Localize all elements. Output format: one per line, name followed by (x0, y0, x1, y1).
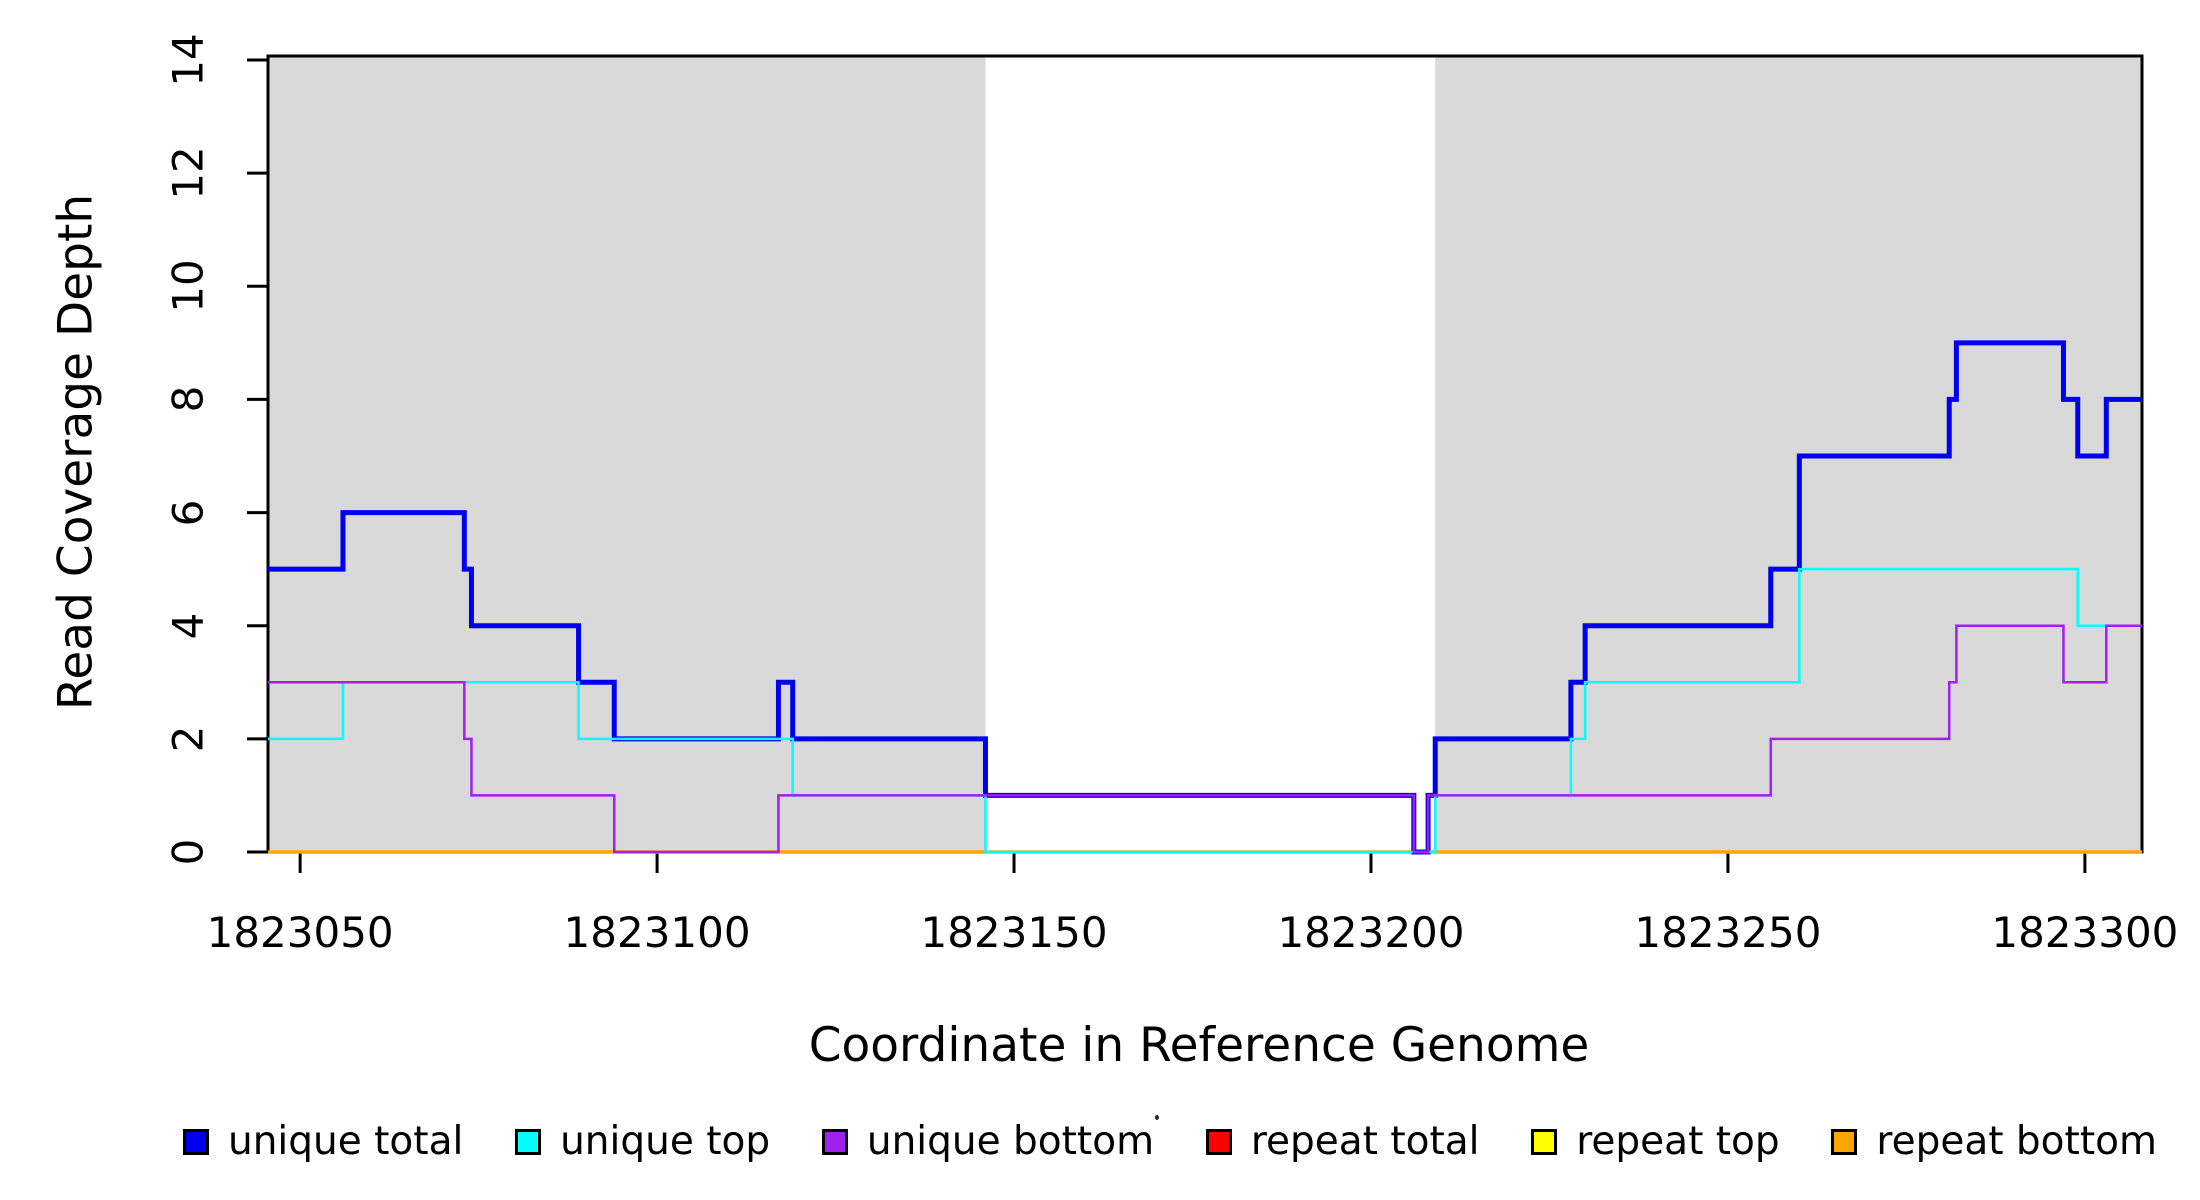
y-tick-label: 14 (163, 33, 213, 87)
legend-item: unique bottom (821, 1119, 1155, 1164)
legend-item: repeat bottom (1831, 1122, 2157, 1161)
legend-swatch-icon (1531, 1128, 1558, 1155)
legend-label: repeat bottom (1876, 1119, 2157, 1164)
legend-label: repeat total (1250, 1119, 1480, 1164)
y-tick-label: 0 (163, 838, 213, 866)
y-tick-label: 8 (163, 386, 213, 413)
y-tick-label: 4 (163, 612, 213, 640)
legend-item: repeat top (1531, 1119, 1780, 1164)
shaded-region (268, 56, 986, 852)
legend-swatch-icon (183, 1128, 209, 1155)
legend-item: unique top (515, 1122, 770, 1161)
y-tick-label: 6 (163, 499, 213, 526)
stray-dot (1155, 1115, 1159, 1120)
legend-label: repeat top (1576, 1119, 1780, 1164)
legend-swatch-icon (1205, 1128, 1232, 1155)
x-tick-label: 1823050 (206, 908, 394, 957)
legend-label: unique top (560, 1119, 771, 1164)
x-tick-label: 1823150 (920, 908, 1108, 957)
x-tick-label: 1823250 (1634, 908, 1822, 957)
legend-swatch-icon (821, 1128, 848, 1155)
shaded-region (1435, 56, 2142, 852)
legend-swatch-icon (1831, 1128, 1858, 1155)
y-tick-label: 2 (163, 725, 213, 753)
legend: unique total unique top unique bottom repea… (183, 1122, 2157, 1161)
x-tick-label: 1823200 (1277, 908, 1465, 957)
legend-label: unique bottom (866, 1119, 1155, 1164)
series-unique-top (268, 567, 2142, 854)
x-tick-label: 1823300 (1991, 908, 2179, 957)
legend-swatch-icon (515, 1128, 542, 1155)
y-axis-title: Read Coverage Depth (48, 193, 104, 711)
y-tick-label: 10 (163, 259, 213, 314)
legend-item: repeat total (1205, 1119, 1480, 1164)
y-tick-label: 12 (163, 146, 213, 200)
series-unique-bottom (268, 624, 2142, 854)
legend-label: unique total (228, 1119, 464, 1164)
legend-item: unique total (183, 1122, 463, 1161)
x-axis-title: Coordinate in Reference Genome (808, 1018, 1590, 1073)
x-tick-label: 1823100 (563, 908, 751, 957)
